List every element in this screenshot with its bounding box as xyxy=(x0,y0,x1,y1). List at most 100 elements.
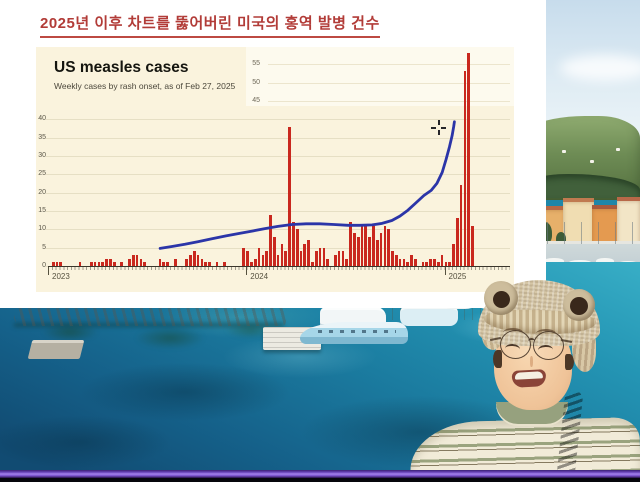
hill-house xyxy=(616,148,620,151)
weekly-case-bar xyxy=(387,229,390,266)
weekly-case-bar xyxy=(326,258,329,266)
weekly-case-bar xyxy=(196,254,200,266)
weekly-case-bar xyxy=(322,247,326,266)
measles-chart: 0 5 10 15 20 25 30 35 40 45 50 55 US measles cases … xyxy=(36,47,514,292)
y-axis-label-extended: 55 xyxy=(252,60,260,68)
y-axis-label-extended: 45 xyxy=(252,96,260,104)
weekly-case-bar xyxy=(59,262,63,266)
weekly-case-bar xyxy=(55,262,59,266)
weekly-case-bar xyxy=(314,251,318,266)
yacht-hull xyxy=(300,322,408,344)
gridline xyxy=(46,229,510,231)
weekly-case-bar xyxy=(269,214,272,266)
weekly-case-bar xyxy=(78,262,82,266)
gridline xyxy=(46,174,510,176)
weekly-case-bar xyxy=(162,262,166,266)
streamer-webcam xyxy=(396,268,640,482)
weekly-case-bar xyxy=(250,262,253,266)
weekly-case-bar xyxy=(51,262,55,266)
eyebrow-right xyxy=(536,329,556,338)
weekly-case-bar xyxy=(349,221,352,266)
y-axis-label: 20 xyxy=(38,188,46,196)
weekly-case-bar xyxy=(101,262,105,266)
weekly-case-bar xyxy=(93,262,97,266)
weekly-case-bar xyxy=(353,232,356,266)
bottom-black-strip xyxy=(0,477,640,482)
weekly-case-bar xyxy=(105,258,108,266)
weekly-case-bar xyxy=(379,232,383,266)
year-tick xyxy=(48,267,49,275)
weekly-case-bar xyxy=(215,262,219,266)
cloud xyxy=(560,55,640,81)
hill-house xyxy=(590,160,594,163)
weekly-case-bar xyxy=(265,251,268,266)
weekly-case-bar xyxy=(261,254,265,266)
weekly-case-bar xyxy=(257,247,261,266)
weekly-case-bar xyxy=(311,262,314,266)
weekly-case-bar xyxy=(398,258,402,266)
weekly-case-bar xyxy=(307,240,310,266)
weekly-case-bar xyxy=(135,254,139,266)
weekly-case-bar xyxy=(280,243,284,266)
weekly-case-bar xyxy=(112,262,116,266)
weekly-tick-marks xyxy=(48,267,510,270)
gridline xyxy=(46,210,510,212)
weekly-case-bar xyxy=(429,258,432,266)
gridline xyxy=(46,119,510,121)
weekly-case-bar xyxy=(292,221,295,266)
weekly-case-bar xyxy=(246,251,249,266)
weekly-case-bar xyxy=(120,262,124,266)
weekly-case-bar xyxy=(337,251,341,266)
bear-ear-inner xyxy=(493,291,510,308)
weekly-case-bar xyxy=(333,254,337,266)
weekly-case-bar xyxy=(131,254,135,266)
year-tick xyxy=(246,267,248,275)
weekly-case-bar xyxy=(383,225,387,266)
x-axis-label: 2024 xyxy=(250,272,269,281)
y-axis-label: 25 xyxy=(38,170,46,178)
glasses-bridge xyxy=(528,338,535,344)
weekly-case-bar xyxy=(185,258,188,266)
weekly-case-bar xyxy=(318,247,322,266)
weekly-case-bar xyxy=(288,126,291,266)
weekly-case-bar xyxy=(440,254,444,266)
crosshair-top xyxy=(438,120,440,125)
weekly-case-bar xyxy=(166,262,169,266)
y-axis-label: 35 xyxy=(38,133,46,141)
weekly-case-bar xyxy=(158,258,162,266)
weekly-case-bar xyxy=(89,262,93,266)
gridline-extended xyxy=(268,82,510,84)
gridline-extended xyxy=(268,64,510,66)
boat xyxy=(596,258,614,265)
weekly-case-bar xyxy=(394,254,398,266)
weekly-case-bar xyxy=(425,262,429,266)
weekly-case-bar xyxy=(375,240,379,266)
y-axis-label: 30 xyxy=(38,151,46,159)
weekly-case-bar xyxy=(368,236,371,266)
stone-jetty xyxy=(27,340,85,359)
weekly-case-bar xyxy=(272,236,276,266)
chart-title: US measles cases xyxy=(54,59,189,76)
crosshair-cursor xyxy=(431,120,446,135)
weekly-case-bar xyxy=(463,71,467,266)
weekly-case-bar xyxy=(402,258,406,266)
trend-line xyxy=(158,120,456,250)
weekly-case-bar xyxy=(414,258,417,266)
bear-ear-right xyxy=(563,289,595,321)
y-axis-label: 5 xyxy=(42,243,46,251)
presentation-slide: 2025년 이후 차트를 뚫어버린 미국의 홍역 발병 건수 0 5 10 15 20 2… xyxy=(36,15,514,292)
y-axis-label: 10 xyxy=(38,225,46,233)
boat xyxy=(544,258,564,265)
weekly-case-bar xyxy=(406,262,410,266)
weekly-case-bar xyxy=(208,262,211,266)
weekly-case-bar xyxy=(459,185,463,266)
y-axis-label: 0 xyxy=(42,262,46,269)
gridline-extended xyxy=(268,100,510,102)
weekly-case-bar xyxy=(341,251,345,266)
crosshair-left xyxy=(431,127,436,129)
weekly-case-bar xyxy=(97,262,101,266)
weekly-case-bar xyxy=(192,251,196,266)
sideburn-hair xyxy=(493,350,502,368)
crosshair-bottom xyxy=(438,130,440,135)
